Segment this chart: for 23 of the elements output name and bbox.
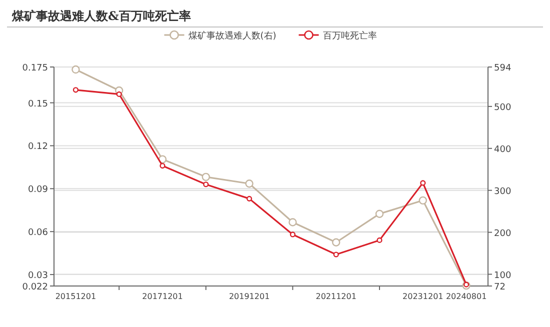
x-tick-label: 20191201 — [228, 292, 270, 301]
y2-tick-label: 500 — [494, 102, 512, 113]
legend-label: 煤矿事故遇难人数(右) — [188, 30, 276, 42]
y-tick-label: 0.12 — [28, 142, 48, 152]
legend-label: 百万吨死亡率 — [322, 30, 377, 42]
x-tick-label: 20231201 — [402, 292, 444, 301]
x-tick-label: 20240801 — [446, 292, 487, 301]
y-tick-label: 0.09 — [28, 185, 48, 196]
y-tick-label: 0.022 — [22, 282, 48, 292]
y2-tick-label: 594 — [494, 64, 512, 74]
y2-tick-label: 200 — [494, 228, 512, 239]
y2-tick-label: 300 — [494, 186, 512, 197]
y2-tick-label: 400 — [494, 144, 512, 155]
x-tick-label: 20171201 — [142, 292, 183, 301]
y-tick-label: 0.15 — [28, 99, 48, 110]
y-tick-label: 0.03 — [28, 271, 48, 282]
y-tick-label: 0.175 — [22, 64, 48, 74]
y2-tick-label: 100 — [494, 270, 512, 281]
x-tick-label: 20211201 — [316, 292, 356, 301]
y-tick-label: 0.06 — [28, 228, 48, 238]
y2-tick-label: 72 — [494, 282, 506, 292]
x-tick-label: 20151201 — [55, 292, 96, 301]
chart-title: 煤矿事故遇难人数&百万吨死亡率 — [11, 9, 191, 23]
